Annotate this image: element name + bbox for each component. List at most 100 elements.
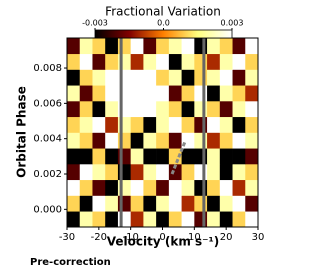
heatmap-cell [130, 116, 144, 133]
x-tick-label: -10 [122, 232, 138, 243]
heatmap-cell [219, 101, 233, 118]
heatmap-cell [194, 148, 208, 165]
x-tick-label: 30 [252, 232, 265, 243]
heatmap-cell [143, 85, 157, 102]
heatmap-cell [181, 195, 195, 212]
heatmap-cell [181, 53, 195, 70]
heatmap-cell [92, 164, 106, 181]
heatmap-cell [156, 116, 170, 133]
heatmap-cell [232, 148, 246, 165]
heatmap-cell [92, 53, 106, 70]
heatmap-cell [219, 179, 233, 196]
x-tick-label: 10 [188, 232, 201, 243]
heatmap-cell [156, 164, 170, 181]
heatmap-cell [156, 179, 170, 196]
heatmap-cell [67, 116, 81, 133]
heatmap-cell [143, 132, 157, 149]
heatmap-cell [156, 69, 170, 86]
heatmap-cell [207, 53, 221, 70]
heatmap-cell [194, 211, 208, 228]
heatmap-cell [143, 101, 157, 118]
heatmap-cell [245, 101, 259, 118]
heatmap-cell [105, 101, 119, 118]
heatmap-cell [232, 53, 246, 70]
x-axis-label: Velocity (km s⁻¹) [107, 235, 219, 249]
heatmap-cell [105, 53, 119, 70]
heatmap-cell [194, 116, 208, 133]
heatmap-cell [156, 38, 170, 55]
heatmap-cell [92, 148, 106, 165]
heatmap-cell [245, 195, 259, 212]
heatmap-cell [105, 132, 119, 149]
heatmap-cell [232, 132, 246, 149]
heatmap-cell [232, 69, 246, 86]
y-tick-label: 0.006 [33, 98, 62, 109]
heatmap-cell [130, 132, 144, 149]
heatmap-cell [67, 85, 81, 102]
heatmap-cell [143, 116, 157, 133]
heatmap-cell [143, 179, 157, 196]
heatmap-cell [181, 85, 195, 102]
heatmap-cell [168, 101, 182, 118]
heatmap-cell [130, 195, 144, 212]
heatmap-cell [130, 101, 144, 118]
heatmap-cell [168, 164, 182, 181]
heatmap-cell [67, 38, 81, 55]
heatmap-cell [181, 38, 195, 55]
heatmap-cell [79, 69, 93, 86]
heatmap-cell [232, 179, 246, 196]
colorbar [94, 29, 233, 39]
heatmap-cell [207, 211, 221, 228]
heatmap-cell [194, 132, 208, 149]
heatmap-cell [79, 85, 93, 102]
heatmap-cell [194, 179, 208, 196]
heatmap-cell [79, 211, 93, 228]
heatmap-cell [92, 38, 106, 55]
heatmap-cell [245, 132, 259, 149]
heatmap-cell [219, 211, 233, 228]
heatmap-cell [79, 132, 93, 149]
heatmap-cell [130, 53, 144, 70]
heatmap-cell [79, 148, 93, 165]
heatmap-cell [92, 132, 106, 149]
colorbar-tick-label: 0.003 [221, 19, 244, 28]
heatmap-cell [245, 85, 259, 102]
heatmap-cell [194, 53, 208, 70]
heatmap-cell [156, 148, 170, 165]
heatmap-cell [245, 53, 259, 70]
heatmap-cell [245, 164, 259, 181]
heatmap-cell [92, 179, 106, 196]
heatmap-cell [105, 116, 119, 133]
heatmap-cell [156, 85, 170, 102]
x-tick-label: -30 [59, 232, 75, 243]
heatmap-cell [245, 211, 259, 228]
heatmap-cell [105, 85, 119, 102]
colorbar-tick-label: 0.0 [157, 19, 170, 28]
heatmap-cell [79, 164, 93, 181]
heatmap-cell [219, 38, 233, 55]
heatmap-cell [168, 195, 182, 212]
heatmap-cell [194, 195, 208, 212]
heatmap-cell [67, 195, 81, 212]
heatmap-cell [156, 132, 170, 149]
heatmap-cell [219, 195, 233, 212]
heatmap-cell [67, 211, 81, 228]
heatmap-cell [79, 179, 93, 196]
heatmap-cell [143, 148, 157, 165]
heatmap-cell [168, 85, 182, 102]
heatmap-cell [194, 101, 208, 118]
heatmap-cell [219, 116, 233, 133]
heatmap-cell [207, 132, 221, 149]
heatmap-cell [130, 85, 144, 102]
heatmap-cell [67, 132, 81, 149]
heatmap-cell [168, 69, 182, 86]
heatmap-cell [67, 101, 81, 118]
heatmap-cell [207, 148, 221, 165]
heatmap-cell [207, 85, 221, 102]
heatmap-cell [232, 164, 246, 181]
heatmap-cell [181, 164, 195, 181]
heatmap-cell [245, 38, 259, 55]
heatmap-cell [105, 69, 119, 86]
heatmap-cell [232, 116, 246, 133]
y-tick-label: 0.002 [33, 169, 62, 180]
